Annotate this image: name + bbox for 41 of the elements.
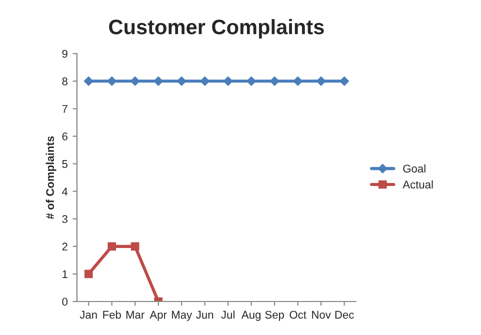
x-tick-label: Nov [312,310,331,319]
point [200,76,210,86]
y-tick-label: 1 [62,270,68,278]
point [270,76,280,86]
y-axis-title: # of Complaints [46,136,56,220]
x-tick-label: Jun [196,310,214,319]
point [108,242,116,251]
chart-title: Customer Complaints [109,19,324,38]
y-tick-label: 9 [62,50,68,58]
y-tick-label: 3 [62,215,68,223]
y-tick-label: 2 [62,242,68,250]
y-tick-label: 4 [62,188,68,196]
point [293,76,302,86]
y-tick-label: 0 [62,298,68,306]
point [130,242,140,251]
point [176,76,186,86]
x-tick-label: Aug [241,310,260,321]
point [316,76,326,86]
x-tick-label: Feb [103,310,121,319]
y-tick-label: 6 [62,132,68,140]
x-tick-label: May [172,310,192,321]
point [130,76,140,86]
x-tick-label: Jul [221,310,234,319]
x-tick-label: Dec [335,310,354,319]
x-tick-label: Apr [150,310,167,321]
y-tick-label: 8 [62,77,68,86]
x-tick-label: Sep [265,310,284,321]
point [84,270,93,278]
point [154,76,163,86]
point [107,76,116,86]
point [246,76,256,86]
y-tick-label: 7 [62,105,68,113]
legend-label: Goal [403,164,426,173]
y-tick-label: 5 [62,160,68,168]
x-tick-label: Mar [126,310,144,319]
point [340,76,349,86]
legend-label: Actual [402,180,433,188]
point [223,76,233,86]
point [84,76,94,86]
x-tick-label: Jan [80,310,97,319]
x-tick-label: Oct [290,310,306,319]
